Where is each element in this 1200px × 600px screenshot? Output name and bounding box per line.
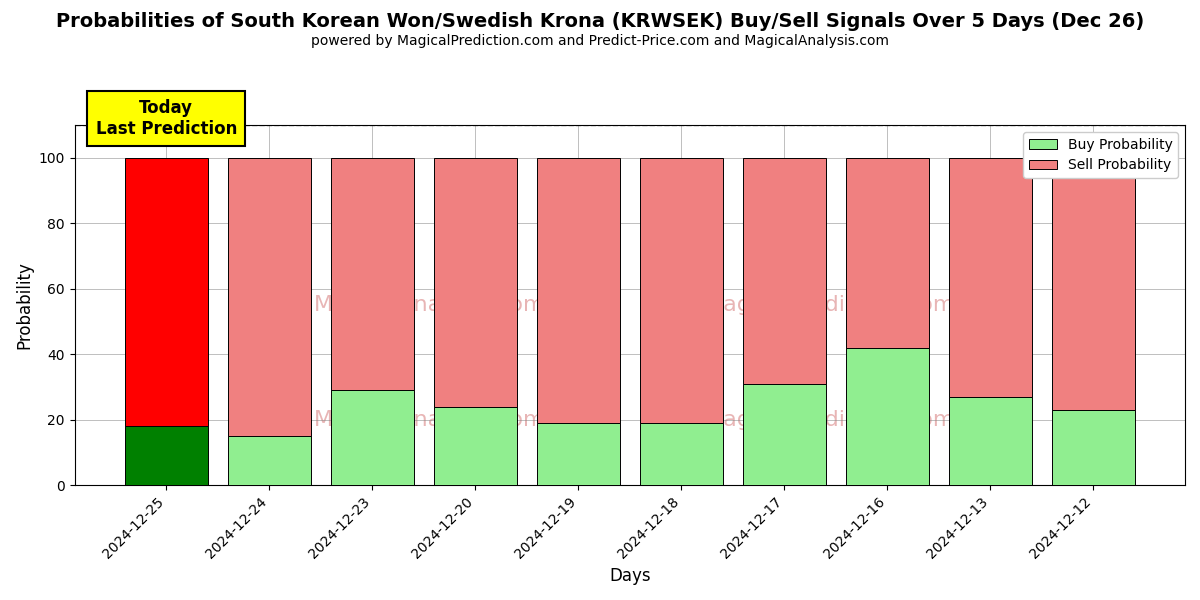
Bar <box>640 423 722 485</box>
Bar <box>331 158 414 390</box>
Text: Probabilities of South Korean Won/Swedish Krona (KRWSEK) Buy/Sell Signals Over 5: Probabilities of South Korean Won/Swedis… <box>56 12 1144 31</box>
Bar <box>1052 410 1134 485</box>
Text: Today
Last Prediction: Today Last Prediction <box>96 99 238 138</box>
Bar <box>743 158 826 383</box>
Bar <box>949 397 1032 485</box>
Bar <box>949 158 1032 397</box>
Bar <box>538 423 619 485</box>
Bar <box>228 436 311 485</box>
Bar <box>538 158 619 423</box>
Legend: Buy Probability, Sell Probability: Buy Probability, Sell Probability <box>1024 132 1178 178</box>
Bar <box>846 347 929 485</box>
Bar <box>228 158 311 436</box>
Bar <box>331 390 414 485</box>
X-axis label: Days: Days <box>610 567 650 585</box>
Bar <box>1052 158 1134 410</box>
Text: MagicalPrediction.com: MagicalPrediction.com <box>704 410 955 430</box>
Bar <box>640 158 722 423</box>
Text: MagicalAnalysis.com: MagicalAnalysis.com <box>314 410 546 430</box>
Y-axis label: Probability: Probability <box>16 261 34 349</box>
Text: MagicalAnalysis.com: MagicalAnalysis.com <box>314 295 546 315</box>
Bar <box>125 158 208 426</box>
Bar <box>846 158 929 347</box>
Bar <box>434 158 516 407</box>
Bar <box>434 407 516 485</box>
Bar <box>125 426 208 485</box>
Text: MagicalPrediction.com: MagicalPrediction.com <box>704 295 955 315</box>
Text: powered by MagicalPrediction.com and Predict-Price.com and MagicalAnalysis.com: powered by MagicalPrediction.com and Pre… <box>311 34 889 48</box>
Bar <box>743 383 826 485</box>
